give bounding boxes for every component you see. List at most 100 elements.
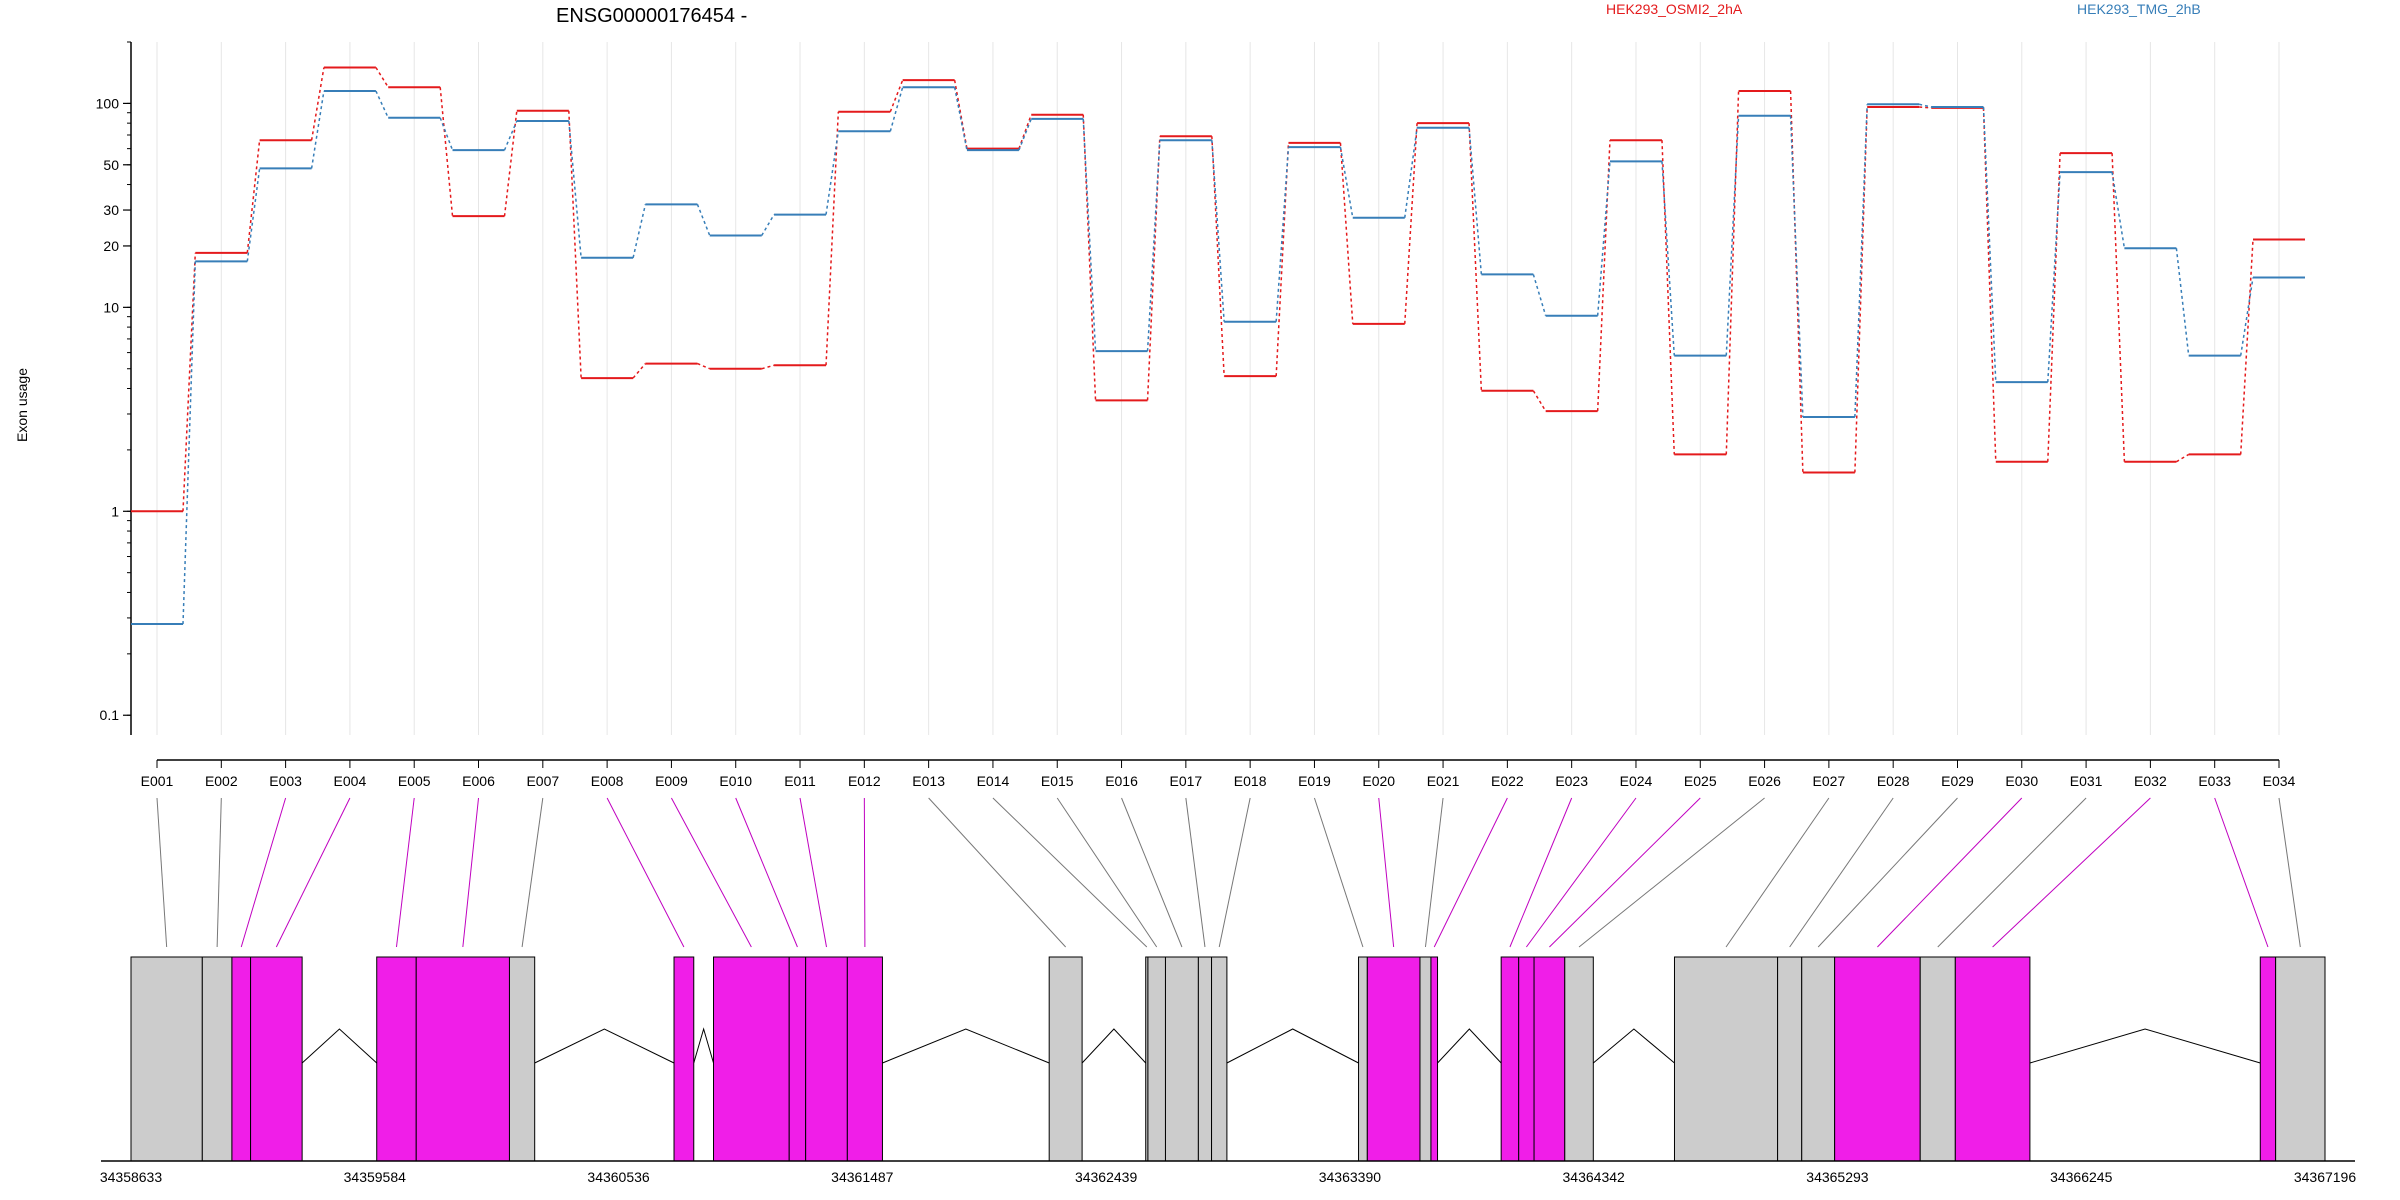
- series-hek293_osmi2_2ha: [131, 66, 2305, 513]
- coord-label: 34361487: [831, 1169, 894, 1185]
- connector-e012: [863, 797, 866, 948]
- exon-label-e022: E022: [1491, 773, 1524, 789]
- series-connector: [1275, 147, 1290, 322]
- exon-block-e029: [1801, 956, 1836, 1162]
- series-connector: [568, 120, 582, 258]
- exon-label-e018: E018: [1234, 773, 1267, 789]
- series-connector: [889, 87, 904, 132]
- y-tick-label: 100: [96, 95, 120, 111]
- exon-block-e028: [1777, 956, 1803, 1162]
- connector-e005: [395, 797, 415, 948]
- series-connector: [2239, 277, 2254, 356]
- connector-e007: [521, 797, 544, 948]
- series-connector: [1725, 115, 1740, 356]
- connector-e004: [275, 797, 351, 948]
- exon-label-e003: E003: [269, 773, 302, 789]
- y-tick-label: 50: [103, 157, 119, 173]
- intron-line: [882, 1028, 1050, 1064]
- exon-block-e007: [508, 956, 536, 1162]
- exon-label-e017: E017: [1169, 773, 1202, 789]
- series-connector: [1854, 104, 1868, 418]
- exon-label-e005: E005: [398, 773, 431, 789]
- series-layer: [131, 66, 2305, 626]
- exon-label-e007: E007: [526, 773, 559, 789]
- gene-model: [130, 956, 2326, 1162]
- exon-label-e001: E001: [141, 773, 174, 789]
- exon-block-e006: [415, 956, 510, 1162]
- series-connector: [1789, 90, 1804, 473]
- connector-e017: [1185, 797, 1206, 948]
- connector-e006: [462, 797, 480, 948]
- exon-label-e028: E028: [1877, 773, 1910, 789]
- series-connector: [1146, 136, 1161, 401]
- series-connector: [1211, 136, 1225, 377]
- exon-block-e020: [1366, 956, 1421, 1162]
- connector-e015: [1056, 797, 1158, 948]
- exon-block-e024: [1518, 956, 1535, 1162]
- exon-block-e004: [250, 956, 303, 1162]
- exon-label-e029: E029: [1941, 773, 1974, 789]
- series-connector: [1725, 90, 1740, 455]
- series-connector: [632, 363, 646, 379]
- connector-e030: [1877, 797, 2023, 948]
- series-connector: [2176, 453, 2190, 463]
- exon-block-e034: [2275, 956, 2326, 1162]
- series-connector: [568, 110, 582, 379]
- connector-e024: [1525, 797, 1637, 948]
- series-connector: [1982, 106, 1997, 383]
- coord-label: 34360536: [587, 1169, 650, 1185]
- series-connector: [1532, 390, 1547, 412]
- exon-label-e020: E020: [1362, 773, 1395, 789]
- exon-label-e033: E033: [2198, 773, 2231, 789]
- exon-block-e033: [2259, 956, 2277, 1162]
- connector-e014: [992, 797, 1148, 948]
- series-connector: [2111, 172, 2126, 249]
- exon-label-e034: E034: [2263, 773, 2296, 789]
- series-hek293_tmg_2hb: [131, 86, 2305, 626]
- exon-label-e006: E006: [462, 773, 495, 789]
- legend-entry-tmg: HEK293_TMG_2hB: [2077, 1, 2201, 17]
- exon-block-e017: [1197, 956, 1213, 1162]
- y-axis-label: Exon usage: [14, 368, 30, 442]
- exon-label-e011: E011: [784, 773, 816, 789]
- intron-line: [2029, 1028, 2261, 1064]
- exon-block-e021: [1419, 956, 1432, 1162]
- exon-block-e005: [376, 956, 417, 1162]
- exon-label-e012: E012: [848, 773, 881, 789]
- coord-label: 34358633: [100, 1169, 163, 1185]
- coord-label: 34363390: [1319, 1169, 1382, 1185]
- intron-line: [534, 1028, 675, 1064]
- series-connector: [1468, 123, 1483, 391]
- series-connector: [632, 204, 647, 258]
- series-connector: [182, 252, 197, 512]
- series-connector: [246, 168, 261, 262]
- exon-block-e003: [231, 956, 252, 1162]
- connector-e031: [1937, 797, 2087, 948]
- series-connector: [1982, 107, 1997, 462]
- exon-label-e014: E014: [977, 773, 1010, 789]
- exon-block-e010: [788, 956, 807, 1162]
- series-connector: [1404, 123, 1418, 324]
- coord-label: 34367196: [2294, 1169, 2357, 1185]
- exon-block-e016: [1164, 956, 1199, 1162]
- series-connector: [825, 111, 840, 366]
- connector-e034: [2278, 797, 2301, 948]
- coord-label: 34365293: [1806, 1169, 1869, 1185]
- exon-label-e010: E010: [719, 773, 752, 789]
- connector-e018: [1218, 797, 1251, 948]
- exon-block-e030: [1834, 956, 1921, 1162]
- series-connector: [1661, 161, 1676, 356]
- y-tick-label: 0.1: [100, 707, 120, 723]
- exon-block-e023: [1500, 956, 1520, 1162]
- series-connector: [2175, 248, 2190, 356]
- series-connector: [2047, 172, 2061, 383]
- connector-e019: [1313, 797, 1364, 948]
- series-connector: [1789, 115, 1804, 418]
- series-connector: [1596, 161, 1611, 316]
- exon-block-e012: [846, 956, 883, 1162]
- series-connector: [1082, 118, 1097, 352]
- series-connector: [182, 261, 197, 625]
- series-connector: [696, 204, 711, 236]
- series-connector: [1919, 103, 1932, 108]
